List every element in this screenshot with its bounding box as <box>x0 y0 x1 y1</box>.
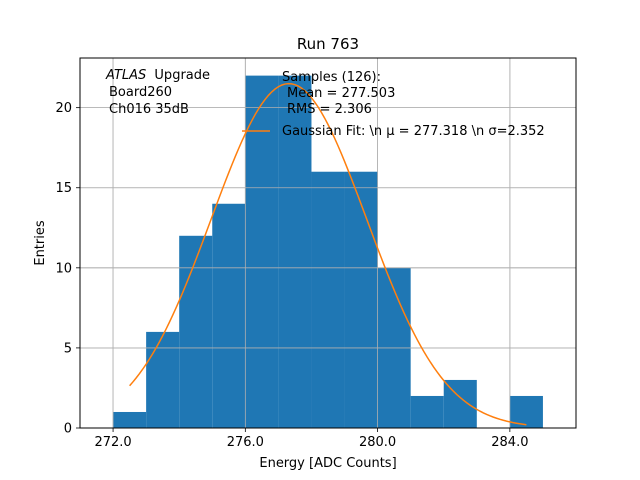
histogram-bar <box>245 75 279 428</box>
annotation-atlas: ATLAS Upgrade <box>105 68 210 83</box>
histogram-bar <box>410 395 444 428</box>
histogram-bar <box>113 411 147 428</box>
y-axis-title: Entries <box>33 220 48 266</box>
x-axis-ticks: 272.0 276.0 280.0 284.0 <box>94 428 528 450</box>
gaussian-fit-curve <box>129 82 527 426</box>
plot-frame <box>79 57 577 429</box>
histogram-bar <box>344 171 378 428</box>
grid-lines-over <box>80 58 576 429</box>
annotation-board: Board260 <box>109 85 172 100</box>
histogram-bar <box>278 75 312 428</box>
annotation-channel: Ch016 35dB <box>109 102 189 117</box>
y-tick-label: 5 <box>64 341 72 356</box>
y-tick-label: 20 <box>55 101 72 116</box>
legend-fit-label: Gaussian Fit: \n μ = 277.318 \n σ=2.352 <box>282 124 545 139</box>
x-tick-label: 280.0 <box>359 435 396 450</box>
annotation-atlas-label: ATLAS <box>105 68 146 83</box>
legend-samples-rms: RMS = 2.306 <box>287 102 372 117</box>
legend: Samples (126): Mean = 277.503 RMS = 2.30… <box>242 70 545 139</box>
x-axis-title: Energy [ADC Counts] <box>259 456 396 471</box>
chart-title: Run 763 <box>297 35 359 53</box>
histogram-bar <box>179 235 213 428</box>
x-tick-label: 272.0 <box>94 435 131 450</box>
legend-samples-header: Samples (126): <box>282 70 381 85</box>
histogram-bar <box>212 203 246 428</box>
x-tick-label: 276.0 <box>227 435 264 450</box>
histogram-bar <box>311 171 345 428</box>
y-tick-label: 10 <box>55 261 72 276</box>
legend-samples-mean: Mean = 277.503 <box>287 86 395 101</box>
y-tick-label: 15 <box>55 181 72 196</box>
histogram-bar <box>146 331 180 428</box>
y-axis-ticks: 0 5 10 15 20 <box>55 101 80 437</box>
y-tick-label: 0 <box>64 422 72 437</box>
x-tick-label: 284.0 <box>491 435 528 450</box>
annotation-upgrade-label: Upgrade <box>154 68 210 83</box>
